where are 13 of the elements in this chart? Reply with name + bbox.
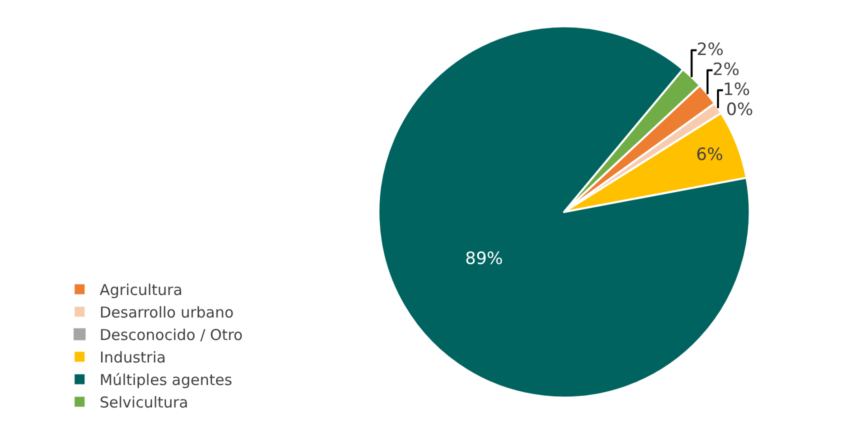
legend-label: Agricultura	[100, 281, 182, 300]
data-label: 1%	[722, 80, 750, 100]
text: 0%	[726, 100, 754, 120]
pie-slice	[377, 26, 750, 399]
legend-label: Múltiples agentes	[100, 371, 232, 390]
data-label: 2%	[696, 40, 724, 60]
legend-label: Desarrollo urbano	[100, 304, 234, 322]
legend-label: Selvicultura	[100, 394, 188, 412]
legend-label: Desconocido / Otro	[100, 326, 243, 344]
legend-label: Industria	[100, 348, 166, 367]
data-label: 89%	[465, 248, 503, 269]
data-label: 2%	[712, 60, 740, 80]
data-label: 6%	[696, 144, 724, 165]
